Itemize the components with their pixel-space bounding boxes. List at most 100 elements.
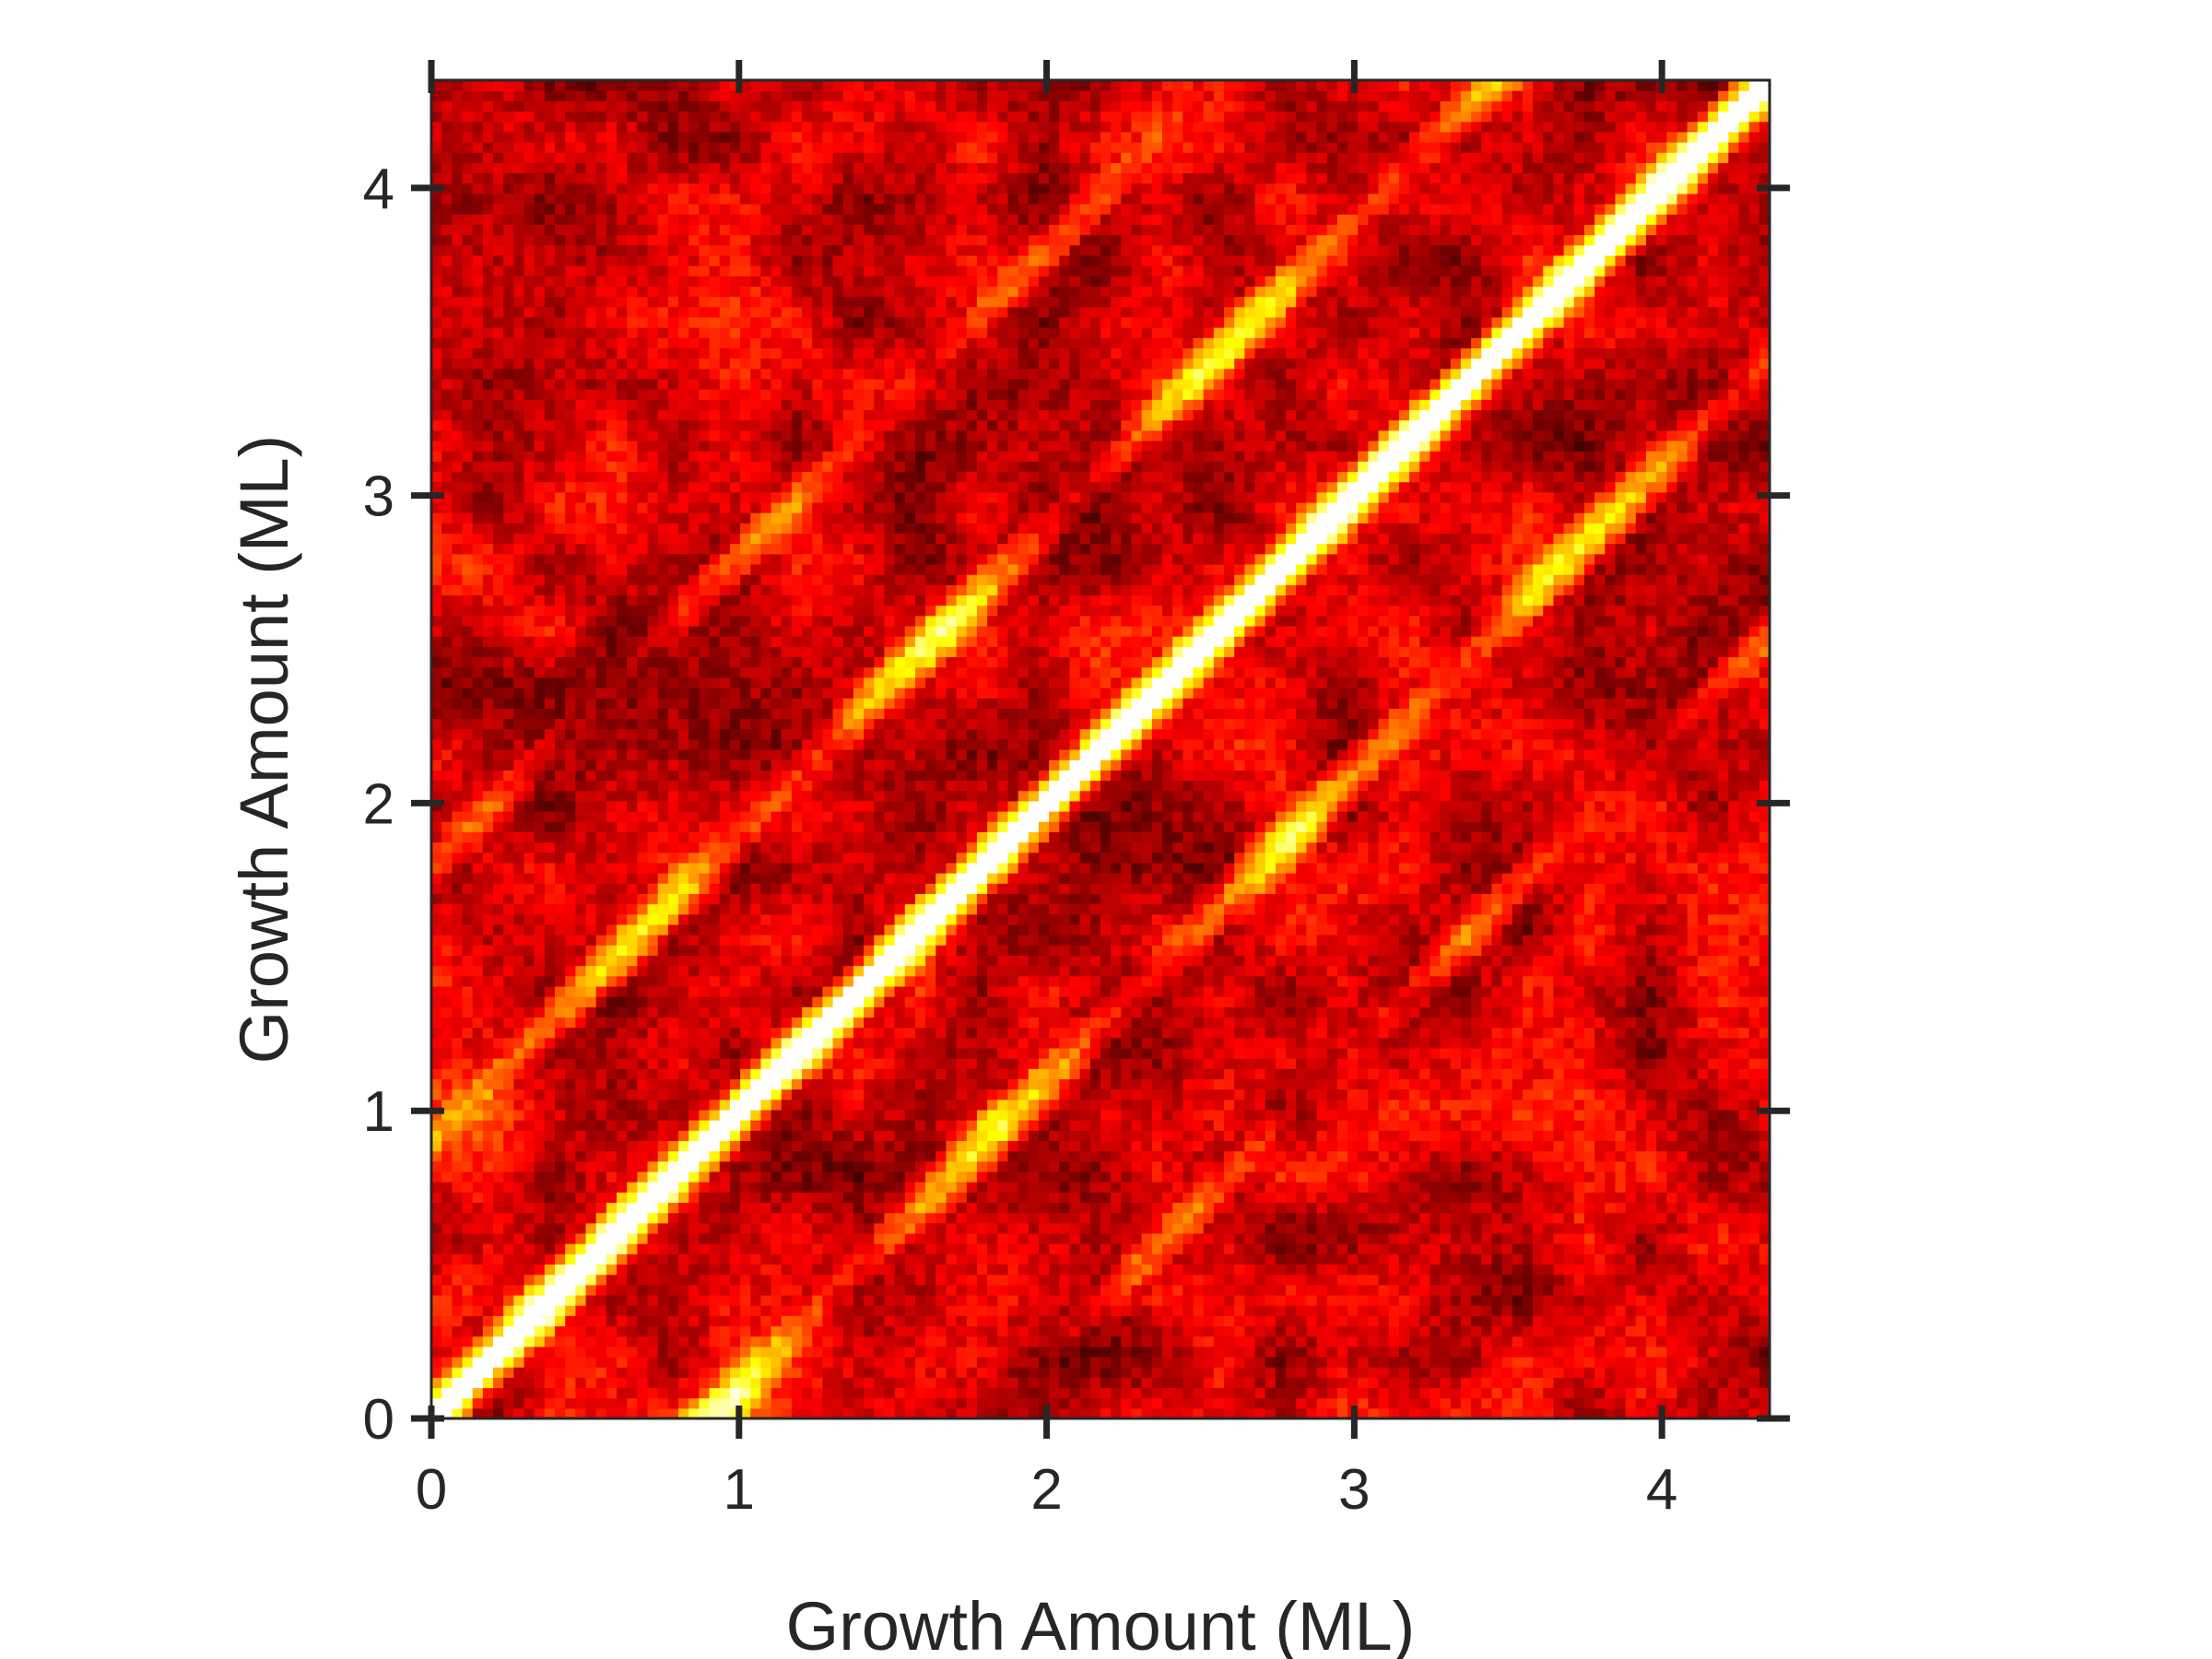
heatmap-cell — [595, 1120, 607, 1131]
heatmap-cell — [555, 234, 566, 246]
heatmap-cell — [503, 533, 514, 545]
heatmap-cell — [431, 841, 442, 853]
heatmap-cell — [781, 800, 793, 812]
heatmap-cell — [462, 800, 474, 812]
heatmap-cell — [802, 204, 813, 215]
heatmap-cell — [719, 1253, 731, 1265]
heatmap-cell — [544, 1192, 556, 1204]
heatmap-cell — [740, 841, 751, 853]
heatmap-cell — [678, 214, 689, 225]
heatmap-cell — [791, 1109, 803, 1121]
heatmap-cell — [657, 913, 669, 925]
heatmap-cell — [544, 337, 556, 348]
heatmap-cell — [719, 481, 731, 493]
heatmap-cell — [729, 1202, 741, 1214]
heatmap-cell — [637, 873, 649, 884]
heatmap-cell — [802, 162, 813, 174]
heatmap-cell — [719, 471, 731, 483]
heatmap-cell — [647, 811, 659, 822]
heatmap-cell — [565, 214, 576, 225]
heatmap-cell — [585, 913, 597, 925]
heatmap-cell — [627, 306, 638, 318]
heatmap-cell — [462, 790, 474, 802]
heatmap-cell — [729, 1120, 741, 1131]
heatmap-cell — [472, 605, 484, 617]
heatmap-cell — [802, 296, 813, 308]
heatmap-cell — [462, 821, 474, 832]
heatmap-cell — [791, 111, 803, 123]
heatmap-cell — [781, 1253, 793, 1265]
heatmap-cell — [513, 862, 525, 874]
heatmap-cell — [482, 214, 494, 225]
heatmap-cell — [627, 204, 638, 215]
heatmap-cell — [678, 749, 689, 760]
heatmap-cell — [709, 1377, 721, 1389]
heatmap-cell — [740, 563, 751, 575]
heatmap-cell — [709, 687, 721, 699]
heatmap-cell — [544, 512, 556, 524]
heatmap-cell — [555, 409, 566, 421]
heatmap-cell — [534, 636, 546, 647]
heatmap-cell — [493, 1037, 504, 1049]
heatmap-cell — [544, 831, 556, 843]
heatmap-cell — [802, 1130, 813, 1142]
heatmap-cell — [503, 790, 514, 802]
heatmap-cell — [750, 821, 762, 832]
heatmap-cell — [637, 316, 649, 328]
heatmap-cell — [493, 296, 504, 308]
heatmap-cell — [575, 1192, 587, 1204]
heatmap-cell — [812, 254, 824, 266]
heatmap-cell — [709, 1264, 721, 1276]
heatmap-cell — [452, 204, 464, 215]
heatmap-cell — [760, 1192, 772, 1204]
heatmap-cell — [462, 841, 474, 853]
heatmap-cell — [802, 965, 813, 977]
heatmap-cell — [482, 152, 494, 163]
heatmap-cell — [699, 913, 711, 925]
heatmap-cell — [544, 1130, 556, 1142]
heatmap-cell — [678, 368, 689, 380]
heatmap-cell — [802, 1377, 813, 1389]
heatmap-cell — [740, 759, 751, 771]
heatmap-cell — [719, 533, 731, 545]
heatmap-cell — [812, 451, 824, 462]
heatmap-cell — [760, 409, 772, 421]
heatmap-cell — [657, 852, 669, 864]
heatmap-cell — [760, 347, 772, 359]
heatmap-cell — [575, 121, 587, 133]
heatmap-cell — [524, 368, 535, 380]
heatmap-cell — [606, 1058, 618, 1069]
heatmap-cell — [771, 142, 782, 153]
heatmap-cell — [750, 399, 762, 411]
heatmap-cell — [462, 254, 474, 266]
heatmap-cell — [431, 234, 442, 246]
heatmap-cell — [781, 368, 793, 380]
heatmap-cell — [524, 409, 535, 421]
heatmap-cell — [524, 111, 535, 123]
heatmap-cell — [441, 204, 453, 215]
heatmap-cell — [688, 841, 700, 853]
heatmap-cell — [555, 1006, 566, 1018]
heatmap-cell — [482, 358, 494, 370]
heatmap-cell — [462, 316, 474, 328]
heatmap-cell — [441, 1109, 453, 1121]
heatmap-cell — [647, 1068, 659, 1080]
heatmap-cell — [441, 471, 453, 483]
heatmap-cell — [585, 718, 597, 730]
heatmap-cell — [534, 1315, 546, 1327]
heatmap-cell — [791, 800, 803, 812]
heatmap-cell — [812, 821, 824, 832]
heatmap-cell — [565, 656, 576, 668]
heatmap-cell — [657, 862, 669, 874]
heatmap-cell — [627, 996, 638, 1007]
heatmap-cell — [637, 204, 649, 215]
heatmap-cell — [822, 1407, 834, 1419]
heatmap-cell — [503, 378, 514, 390]
heatmap-cell — [740, 770, 751, 782]
heatmap-cell — [771, 1253, 782, 1265]
heatmap-cell — [452, 780, 464, 792]
heatmap-cell — [606, 193, 618, 205]
heatmap-cell — [647, 594, 659, 606]
heatmap-cell — [699, 100, 711, 112]
heatmap-cell — [627, 481, 638, 493]
